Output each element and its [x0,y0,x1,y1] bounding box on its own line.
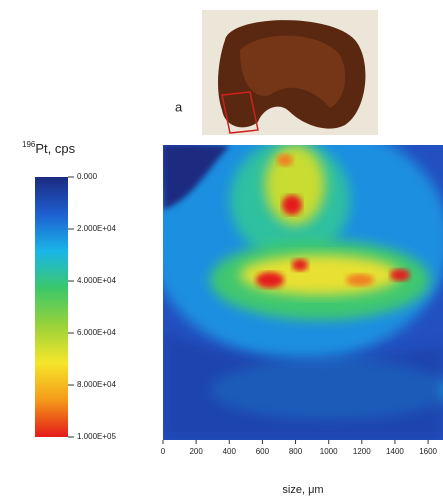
x-tick-label: 1600 [419,447,437,456]
x-tick-label: 0 [161,447,166,456]
x-tick-label: 1000 [320,447,338,456]
colorbar-tick-label: 8.000E+04 [77,380,116,389]
colorbar-tick-label: 4.000E+04 [77,276,116,285]
x-tick-label: 600 [256,447,270,456]
colorbar-title: 196Pt, cps [22,140,76,156]
x-tick-label: 800 [289,447,303,456]
figure: a 196Pt, cps size, μm 0.000 2.000E+04 4.00… [0,0,443,499]
heatmap-image [150,120,443,440]
x-axis-label: size, μm [282,484,323,496]
colorbar-tick-label: 6.000E+04 [77,328,116,337]
panel-label: a [175,99,183,114]
x-tick-label: 200 [189,447,203,456]
colorbar-tick-label: 0.000 [77,172,98,181]
isotope-mass: 196 [22,140,36,149]
x-tick-label: 1200 [353,447,371,456]
specimen-photo [202,10,378,135]
colorbar [35,177,68,437]
x-tick-label: 400 [223,447,237,456]
colorbar-tick-label: 1.000E+05 [77,432,116,441]
x-tick-label: 1400 [386,447,404,456]
colorbar-unit: Pt, cps [35,141,75,156]
colorbar-tick-label: 2.000E+04 [77,224,116,233]
